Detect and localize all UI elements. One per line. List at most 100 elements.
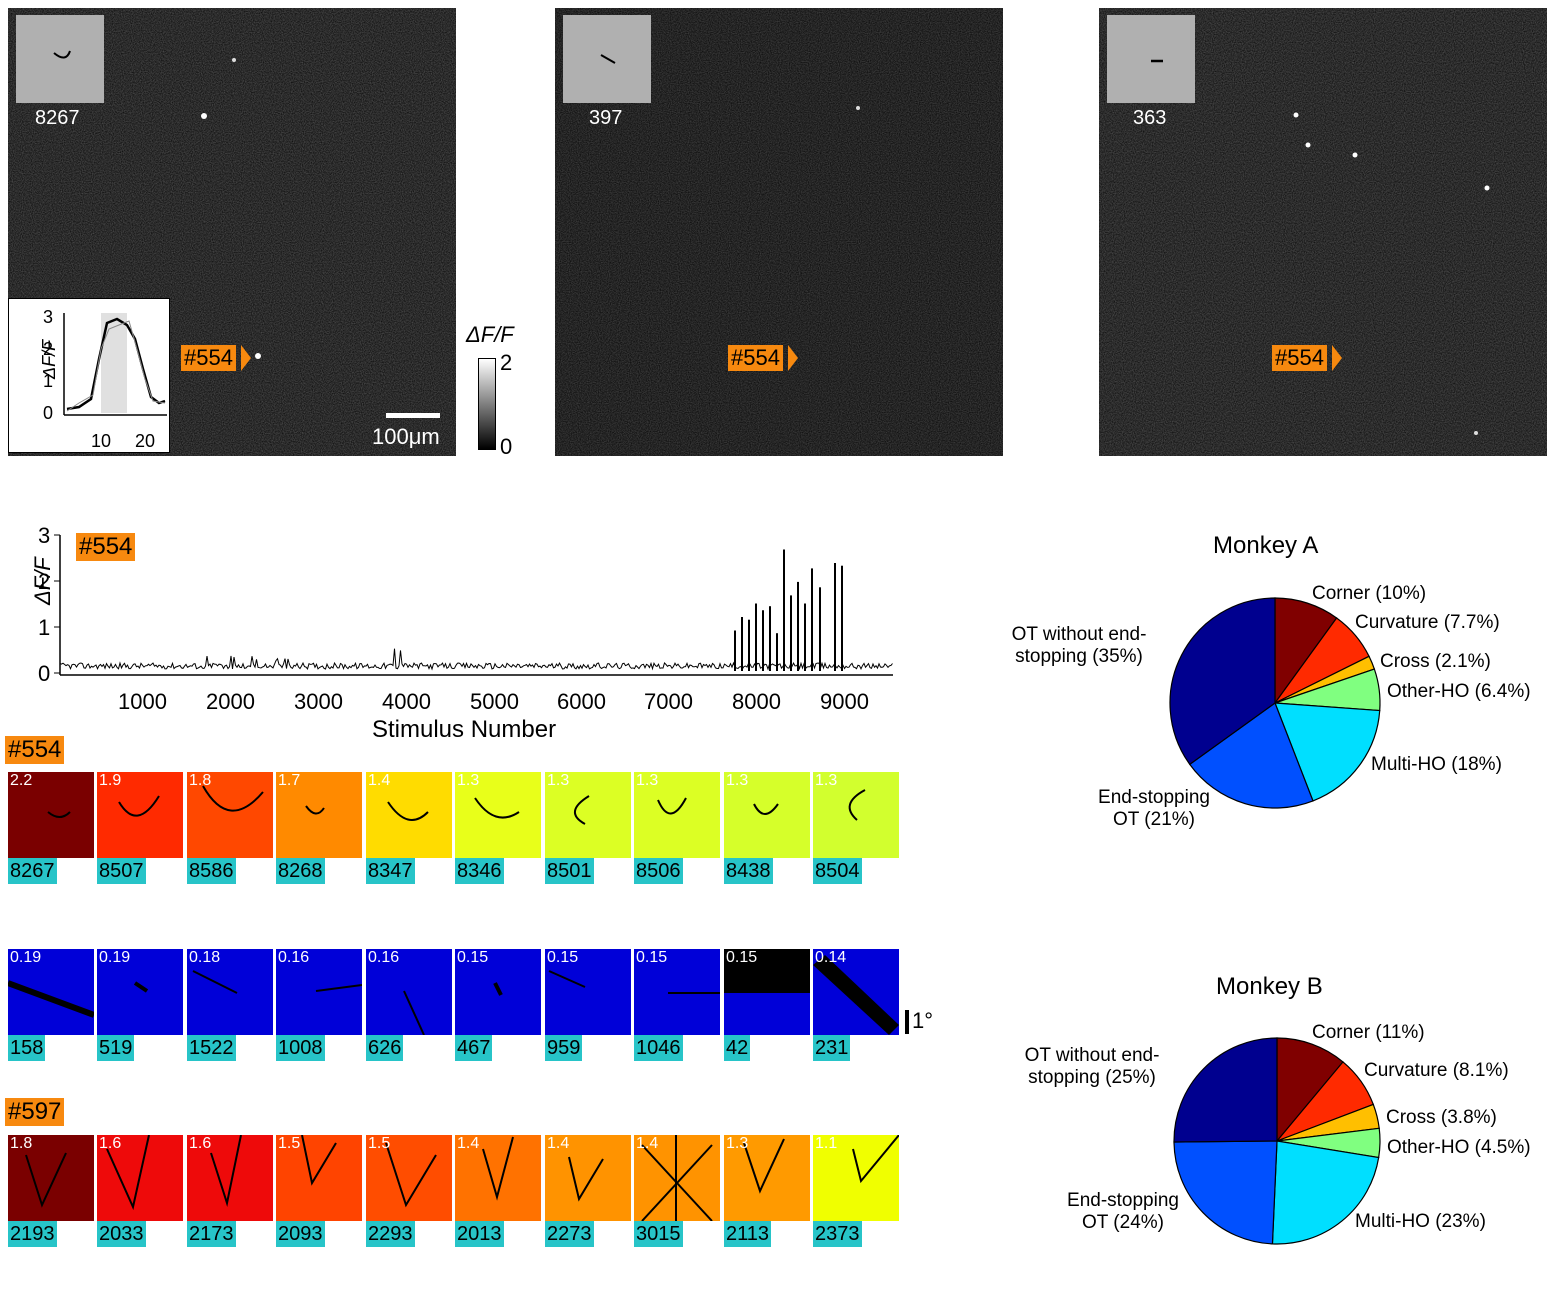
grid597-tile-value: 1.3: [726, 1135, 749, 1152]
grid554-top-stimulus-id: 8504: [813, 858, 862, 884]
grid554-bottom-tile-value: 0.16: [368, 949, 400, 966]
stimulus-shape: [133, 981, 149, 993]
stimulus-shape: [385, 1142, 437, 1208]
trace-xtick: 7000: [644, 689, 693, 714]
pie-slice: [1271, 1140, 1380, 1245]
stimulus-shape: [482, 1136, 514, 1201]
grid554-bottom-stimulus-id: 959: [545, 1035, 583, 1061]
grid597-tile-value: 1.4: [547, 1135, 570, 1152]
grid597-tile-value: 1.1: [815, 1135, 838, 1152]
pie-title-b: Monkey B: [1216, 973, 1323, 1000]
stimulus-shape: [301, 1135, 337, 1186]
grid597-stimulus-id: 2093: [276, 1221, 325, 1247]
grid554-top-tile: 1.8: [187, 772, 273, 858]
trace-xlabel: Stimulus Number: [372, 716, 556, 743]
stimulus-shape: [668, 992, 720, 994]
grid554-tag: #554: [5, 736, 65, 764]
colorbar-label: ΔF/F: [466, 322, 514, 347]
grid554-top-tile: 1.3: [724, 772, 810, 858]
grid554-bottom-tile-value: 0.19: [10, 949, 42, 966]
grid554-bottom-stimulus-id: 626: [366, 1035, 404, 1061]
inset-xtick-20: 20: [135, 431, 156, 451]
trace-xtick: 9000: [820, 689, 869, 714]
grid554-bottom-tile-value: 0.15: [457, 949, 489, 966]
pie-a-label-cross: Cross (2.1%): [1380, 651, 1491, 672]
colorbar-min: 0: [500, 434, 513, 459]
grid597-tile: 1.3: [724, 1135, 810, 1221]
cell-tag-arrow: [1332, 345, 1342, 371]
stimulus-shape: [192, 970, 238, 994]
grid554-bottom-tile: 0.15: [634, 949, 720, 1035]
grid554-top-tile: 1.3: [455, 772, 541, 858]
pie-a-label-curvature: Curvature (7.7%): [1355, 612, 1500, 633]
pie-chart-a: [1169, 597, 1381, 809]
grid554-top-tile-value: 1.7: [278, 772, 301, 789]
cell-tag-arrow: [788, 345, 798, 371]
grid554-top-stimulus-id: 8506: [634, 858, 683, 884]
pie-slice: [1276, 1037, 1344, 1143]
pie-slice: [1169, 597, 1276, 766]
stimulus-shape: [753, 803, 779, 815]
pie-a-label-ot: OT without end-stopping (35%): [984, 624, 1174, 668]
trace-line: [59, 549, 893, 671]
grid554-top-tile: 1.4: [366, 772, 452, 858]
grid554-top-tile: 1.3: [634, 772, 720, 858]
grid597-tile-value: 1.8: [10, 1135, 33, 1152]
stimulus-shape: [568, 1156, 604, 1202]
grid554-bottom-tile: 0.15: [545, 949, 631, 1035]
grid554-top-tile-value: 2.2: [10, 772, 33, 789]
inset-ytick-2: 2: [43, 339, 54, 359]
pie-b-label-curvature: Curvature (8.1%): [1364, 1060, 1509, 1081]
grid597-tile: 1.5: [276, 1135, 362, 1221]
grid597-tile: 1.8: [8, 1135, 94, 1221]
pie-b-label-endstop-text: End-stopping OT (24%): [1067, 1190, 1179, 1233]
grid597-stimulus-id: 2013: [455, 1221, 504, 1247]
grid597-stimulus-id: 2113: [724, 1221, 772, 1247]
grid597-stimulus-id: 2293: [366, 1221, 415, 1247]
pie-b-label-endstop: End-stopping OT (24%): [1058, 1190, 1188, 1234]
grid554-top-stimulus-id: 8267: [8, 858, 57, 884]
stimulus-shape: [641, 1135, 713, 1221]
inset-ytick-3: 3: [43, 307, 54, 327]
grid597-stimulus-id: 2033: [97, 1221, 146, 1247]
grid554-bottom-tile-value: 0.16: [278, 949, 310, 966]
stimulus-shape: [403, 990, 425, 1035]
cell-tag: #554: [181, 345, 236, 371]
cell-spot: [856, 106, 860, 110]
grid554-top-stimulus-id: 8438: [724, 858, 773, 884]
pie-b-label-corner: Corner (11%): [1312, 1022, 1425, 1043]
stimulus-shape: [202, 785, 264, 812]
grid554-bottom-tile: 0.16: [366, 949, 452, 1035]
degree-scale-bar: [905, 1010, 909, 1034]
inset-ylabel: ΔF/F: [39, 339, 59, 380]
grid554-bottom-tile-value: 0.15: [547, 949, 579, 966]
pie-slice: [1173, 1140, 1278, 1245]
grid554-bottom-stimulus-id: 158: [8, 1035, 46, 1061]
grid554-bottom-tile-value: 0.19: [99, 949, 131, 966]
trace-xtick: 2000: [206, 689, 255, 714]
cell-spot: [255, 353, 261, 359]
grid554-bottom-tile: 0.16: [276, 949, 362, 1035]
stimulus-shape: [743, 1138, 785, 1194]
grid554-top-stimulus-id: 8268: [276, 858, 325, 884]
inset-ytick-1: 1: [43, 371, 54, 391]
grid554-top-tile-value: 1.3: [815, 772, 838, 789]
stimulus-shape: [118, 795, 160, 817]
stimulus-shape: [848, 789, 866, 821]
grid554-top-tile-value: 1.9: [99, 772, 122, 789]
colorbar-max: 2: [500, 350, 513, 375]
grid554-bottom-tile: 0.18: [187, 949, 273, 1035]
response-trace-plot: 3 2 1 0 ΔF/F 1000 2000 3000 4000 5000 60…: [30, 523, 893, 743]
stimulus-shape: [387, 801, 429, 821]
pie-a-label-otherho: Other-HO (6.4%): [1387, 681, 1531, 702]
pie-b-label-ot-text: OT without end-stopping (25%): [1024, 1045, 1160, 1088]
grid554-bottom-tile-value: 0.15: [726, 949, 758, 966]
grid554-top-tile-value: 1.3: [457, 772, 480, 789]
grid597-tile: 1.4: [634, 1135, 720, 1221]
grid554-top-stimulus-id: 8586: [187, 858, 236, 884]
grid597-stimulus-id: 2173: [187, 1221, 236, 1247]
grid554-top-tile: 1.9: [97, 772, 183, 858]
stimulus-shape: [25, 1152, 67, 1208]
scale-bar-label: 100μm: [372, 424, 440, 449]
grid554-top-tile: 1.3: [813, 772, 899, 858]
